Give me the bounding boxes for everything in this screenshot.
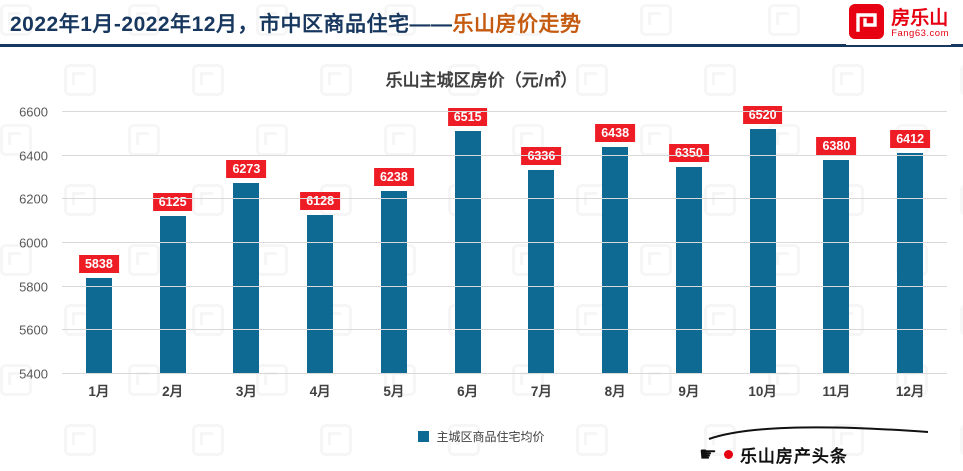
x-tick-label: 11月 bbox=[822, 384, 851, 399]
x-axis: 1月 2月 3月 4月 5月 6月 7月 8月 9月 10月 11月 12月 bbox=[62, 380, 947, 400]
legend-label: 主城区商品住宅均价 bbox=[436, 430, 545, 444]
logo-name: 房乐山 bbox=[891, 8, 949, 30]
x-tick-label: 8月 bbox=[604, 384, 626, 399]
bar bbox=[675, 166, 702, 374]
y-tick-label: 5400 bbox=[19, 366, 48, 382]
bar bbox=[233, 183, 260, 374]
gridline bbox=[62, 329, 947, 331]
y-axis: 5400 5600 5800 6000 6200 6400 6600 bbox=[0, 105, 56, 382]
bar bbox=[823, 160, 850, 374]
page-title: 2022年1月-2022年12月，市中区商品住宅——乐山房价走势 bbox=[10, 8, 581, 38]
bar-column: 6238 bbox=[357, 112, 431, 374]
bar-column: 6125 bbox=[136, 112, 210, 374]
bar bbox=[749, 129, 776, 374]
bar-column: 6128 bbox=[283, 112, 357, 374]
bar-value-label: 5838 bbox=[78, 255, 119, 274]
plot-area: 5838 6125 6273 6128 6238 6515 6336 6438 6350 6520… bbox=[62, 106, 947, 374]
bar bbox=[528, 169, 555, 374]
x-tick-label: 1月 bbox=[88, 384, 110, 399]
legend-swatch bbox=[418, 431, 430, 442]
bar-column: 6438 bbox=[578, 112, 652, 374]
gridline bbox=[62, 285, 947, 287]
bar-column: 6350 bbox=[652, 112, 726, 374]
bar-column: 6380 bbox=[800, 112, 874, 374]
bar bbox=[159, 215, 186, 374]
x-tick-label: 3月 bbox=[235, 384, 257, 399]
x-tick-label: 5月 bbox=[383, 384, 405, 399]
bar-column: 6520 bbox=[726, 106, 800, 374]
x-tick-label: 9月 bbox=[678, 384, 700, 399]
house-logo-icon bbox=[848, 3, 885, 45]
brand-logo: 房乐山 Fang63.com bbox=[846, 3, 951, 45]
brand-name: 乐山房产头条 bbox=[739, 447, 848, 466]
gridline bbox=[62, 111, 947, 112]
bar-column: 6273 bbox=[210, 112, 284, 374]
title-underline bbox=[0, 44, 963, 47]
x-tick-label: 2月 bbox=[162, 384, 184, 399]
gridline bbox=[62, 198, 947, 200]
bar-column: 6515 bbox=[431, 107, 505, 374]
x-tick-label: 6月 bbox=[457, 384, 479, 399]
bar-value-label: 6238 bbox=[373, 168, 414, 187]
bar-value-label: 6350 bbox=[668, 143, 709, 162]
y-tick-label: 6000 bbox=[19, 235, 48, 251]
doodle-curve-icon bbox=[708, 426, 929, 440]
y-tick-label: 6400 bbox=[19, 148, 48, 164]
page-title-main: 2022年1月-2022年12月，市中区商品住宅—— bbox=[10, 13, 453, 36]
bar-value-label: 6520 bbox=[742, 106, 783, 125]
x-tick-label: 10月 bbox=[748, 384, 777, 399]
bar-value-label: 6128 bbox=[300, 192, 341, 211]
x-tick-label: 4月 bbox=[309, 384, 331, 399]
brand-stamp: ☛ 乐山房产头条 bbox=[699, 418, 949, 467]
watermark-tile bbox=[640, 4, 672, 36]
gridline bbox=[62, 154, 947, 156]
bar bbox=[602, 147, 629, 374]
bar bbox=[380, 191, 407, 374]
bar-column: 5838 bbox=[62, 112, 136, 374]
columns: 5838 6125 6273 6128 6238 6515 6336 6438 6350 6520… bbox=[62, 106, 947, 374]
chart-legend: 主城区商品住宅均价 bbox=[0, 428, 963, 445]
bar-value-label: 6412 bbox=[890, 130, 931, 149]
gridline bbox=[62, 373, 947, 374]
y-tick-label: 6600 bbox=[19, 104, 48, 120]
bar bbox=[85, 278, 112, 374]
bar bbox=[897, 153, 924, 374]
bar bbox=[454, 130, 481, 374]
y-tick-label: 5800 bbox=[19, 279, 48, 295]
x-tick-label: 7月 bbox=[530, 384, 552, 399]
bar-value-label: 6125 bbox=[152, 192, 193, 211]
x-tick-label: 12月 bbox=[895, 384, 925, 399]
gridline bbox=[62, 242, 947, 243]
y-tick-label: 6200 bbox=[19, 191, 48, 207]
bar-column: 6412 bbox=[873, 112, 947, 374]
red-dot-icon bbox=[723, 450, 733, 459]
bar-value-label: 6273 bbox=[226, 160, 267, 179]
bar-value-label: 6438 bbox=[595, 124, 636, 143]
logo-domain: Fang63.com bbox=[891, 27, 949, 39]
y-tick-label: 5600 bbox=[19, 322, 48, 338]
bar-value-label: 6380 bbox=[816, 137, 857, 156]
bar-column: 6336 bbox=[505, 112, 579, 374]
watermark-tile bbox=[768, 4, 800, 36]
bar-value-label: 6515 bbox=[447, 107, 488, 126]
pointing-hand-icon: ☛ bbox=[699, 443, 717, 466]
bar bbox=[307, 215, 334, 374]
page-title-accent: 乐山房价走势 bbox=[452, 13, 582, 36]
chart-title: 乐山主城区房价（元/㎡） bbox=[385, 71, 578, 90]
